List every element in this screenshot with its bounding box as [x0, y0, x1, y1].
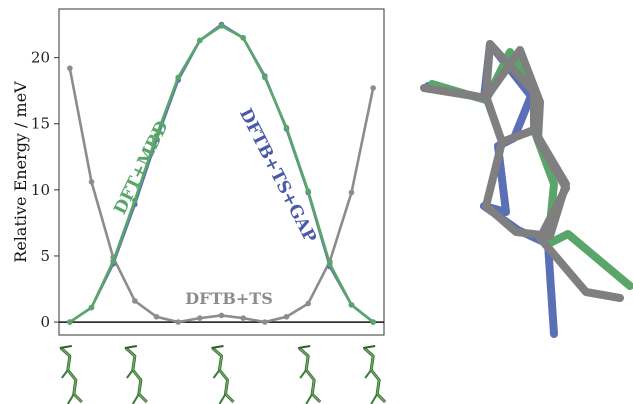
point-dftb-ts	[88, 179, 95, 185]
overlay-structure	[420, 40, 633, 338]
point-dftb-ts	[262, 319, 268, 325]
point-dft-mbd	[327, 261, 333, 267]
molecule-thumbnails	[59, 345, 387, 404]
point-dftb-ts	[153, 313, 160, 320]
point-dftb-ts	[132, 298, 138, 304]
y-axis-label: Relative Energy / meV	[11, 81, 30, 263]
point-dft-mbd	[153, 132, 160, 139]
point-dft-mbd	[305, 188, 311, 194]
point-dft-mbd	[240, 34, 246, 41]
y-tick-label: 5	[40, 247, 50, 265]
point-dft-mbd	[110, 258, 116, 265]
point-dftb-ts	[67, 65, 73, 72]
point-dftb-ts	[348, 189, 355, 196]
point-dft-mbd	[67, 319, 73, 325]
point-dftb-ts	[305, 300, 311, 307]
point-dftb-ts	[283, 313, 290, 320]
label-dft-mbd: DFT+MBD	[110, 118, 173, 218]
point-dft-mbd	[348, 302, 355, 308]
point-dftb-ts	[197, 315, 203, 321]
point-dftb-ts	[370, 85, 376, 91]
series-line-dft-mbd	[69, 24, 374, 324]
molecule-frame-4	[298, 345, 322, 404]
point-dft-mbd	[88, 304, 95, 311]
molecule-frame-2	[124, 345, 148, 404]
y-tick-label: 0	[40, 313, 50, 331]
point-dftb-ts	[218, 312, 225, 319]
overlay-ring	[482, 40, 538, 146]
point-dftb-ts	[175, 319, 181, 325]
point-dft-mbd	[283, 124, 290, 131]
label-dftb-ts: DFTB+TS	[185, 289, 273, 308]
y-tick-label: 10	[31, 181, 50, 199]
series-line-dftb-ts-gap	[69, 23, 374, 324]
series-group	[67, 21, 376, 325]
y-tick-label: 15	[31, 115, 50, 133]
point-dftb-ts	[240, 315, 246, 321]
point-dft-mbd	[132, 197, 138, 204]
point-dft-mbd	[262, 74, 268, 81]
point-dft-mbd	[175, 74, 181, 81]
plot-frame	[58, 8, 385, 336]
point-dft-mbd	[197, 37, 203, 44]
point-dft-mbd	[218, 23, 225, 29]
point-dft-mbd	[370, 319, 376, 325]
molecule-frame-5	[363, 345, 387, 404]
y-tick-label: 20	[31, 49, 50, 67]
label-dftb-ts-gap: DFTB+TS+GAP	[235, 105, 320, 246]
series-line-dftb-ts	[68, 67, 375, 324]
molecule-frame-3	[211, 345, 235, 404]
molecule-frame-1	[59, 345, 83, 404]
y-axis: 0 5 10 15 20	[31, 49, 59, 331]
